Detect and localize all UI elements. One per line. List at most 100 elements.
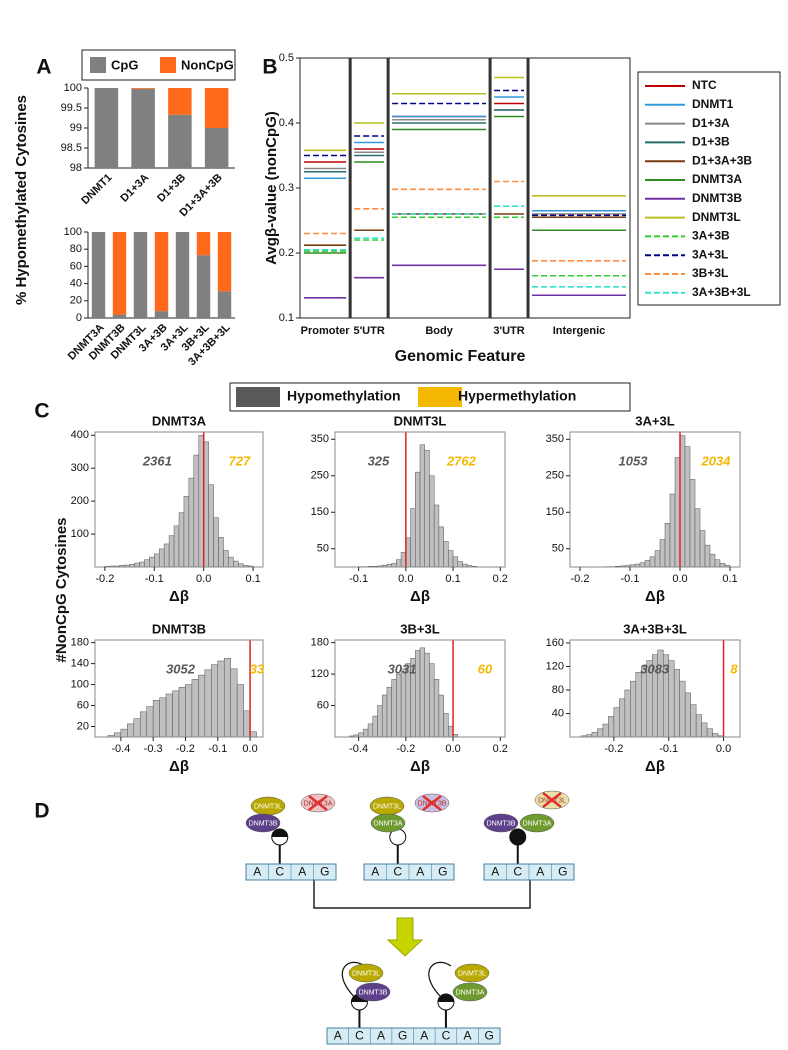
x-tick-label: D1+3B bbox=[155, 172, 188, 205]
x-axis-label: Δβ bbox=[410, 588, 430, 605]
y-tick-label: 250 bbox=[546, 470, 564, 482]
x-tick-label: 0.0 bbox=[196, 573, 211, 585]
y-tick-label: 350 bbox=[311, 433, 329, 445]
x-axis-label: Δβ bbox=[645, 758, 665, 775]
histogram-bar bbox=[127, 723, 135, 737]
histogram-bar bbox=[114, 732, 122, 737]
enzyme bbox=[454, 963, 490, 983]
histogram-bar bbox=[152, 700, 160, 737]
enzyme-label: DNMT3L bbox=[458, 970, 486, 977]
hyper-count: 727 bbox=[229, 453, 251, 468]
histogram-bar bbox=[659, 539, 666, 567]
histogram-bar bbox=[217, 660, 225, 737]
arrow bbox=[386, 917, 424, 957]
histogram-bar bbox=[438, 526, 444, 567]
histogram-bar bbox=[630, 680, 637, 737]
legend-label: NonCpG bbox=[181, 57, 234, 72]
histogram-bar bbox=[613, 707, 620, 737]
base-letter: A bbox=[371, 865, 379, 879]
legend-swatch bbox=[160, 57, 176, 73]
x-axis-label: Δβ bbox=[410, 758, 430, 775]
histogram-bar bbox=[443, 713, 449, 737]
y-tick-label: 350 bbox=[546, 433, 564, 445]
histogram-bar bbox=[204, 669, 212, 737]
histogram-bar bbox=[163, 543, 170, 567]
x-tick-label: 0.1 bbox=[722, 573, 737, 585]
enzyme-label: DNMT3A bbox=[374, 820, 403, 827]
bar-segment bbox=[154, 232, 169, 312]
histogram-bar bbox=[706, 728, 713, 737]
y-tick-label: 60 bbox=[70, 260, 82, 272]
y-tick-label: 100 bbox=[71, 528, 89, 540]
x-tick-label: -0.2 bbox=[604, 743, 623, 755]
bars bbox=[580, 649, 724, 737]
bar-segment bbox=[168, 114, 192, 168]
hypo-count: 325 bbox=[368, 453, 390, 468]
plot-frame bbox=[334, 431, 506, 568]
legend-label: 3A+3B bbox=[692, 229, 730, 243]
bar-segment bbox=[154, 311, 169, 318]
x-tick-label: -0.4 bbox=[349, 743, 368, 755]
x-tick-label: 5'UTR bbox=[353, 325, 384, 337]
histogram-bar bbox=[419, 647, 425, 737]
bar-segment bbox=[131, 88, 155, 89]
legend-label: 3B+3L bbox=[692, 266, 728, 280]
histogram-bar bbox=[149, 556, 155, 567]
enzyme bbox=[245, 813, 281, 833]
histogram-bar bbox=[457, 561, 463, 567]
histogram-bar bbox=[168, 535, 175, 567]
x-tick-label: 0.0 bbox=[398, 573, 413, 585]
histogram-bar bbox=[386, 686, 392, 737]
histogram-bar bbox=[448, 550, 454, 567]
enzyme bbox=[452, 982, 488, 1002]
x-tick-label: DNMT1 bbox=[79, 172, 114, 207]
histogram-bar bbox=[178, 686, 186, 737]
y-tick-label: 80 bbox=[70, 243, 82, 255]
legend-label: Hypomethylation bbox=[287, 388, 401, 404]
histogram-bar bbox=[712, 733, 719, 737]
x-tick-label: -0.1 bbox=[145, 573, 164, 585]
bar-segment bbox=[196, 255, 211, 318]
histogram-bar bbox=[223, 550, 229, 567]
enzyme bbox=[348, 963, 384, 983]
histogram-bar bbox=[624, 689, 631, 737]
histogram-bar bbox=[172, 690, 180, 737]
x-tick-label: 0.0 bbox=[672, 573, 687, 585]
histogram-bar bbox=[639, 562, 646, 567]
histogram-bar bbox=[649, 556, 656, 567]
hypo-count: 3031 bbox=[388, 661, 417, 676]
y-tick-label: 150 bbox=[546, 506, 564, 518]
histogram-bar bbox=[679, 680, 686, 737]
bars bbox=[107, 658, 257, 737]
legend-label: D1+3B bbox=[692, 135, 730, 149]
histogram-bar bbox=[188, 477, 195, 567]
x-tick-label: -0.2 bbox=[176, 743, 195, 755]
y-tick-label: 120 bbox=[546, 660, 564, 672]
y-tick-label: 100 bbox=[64, 82, 82, 94]
x-tick-label: 0.0 bbox=[445, 743, 460, 755]
base-letter: A bbox=[298, 865, 306, 879]
chart-title: DNMT3L bbox=[394, 413, 447, 428]
legend-label: D1+3A bbox=[692, 116, 730, 130]
histogram-bar bbox=[139, 711, 147, 737]
base-letter: G bbox=[558, 865, 567, 879]
base-letter: C bbox=[355, 1029, 364, 1043]
y-tick-label: 50 bbox=[317, 543, 329, 555]
y-tick-label: 80 bbox=[552, 684, 564, 696]
legend-label: DNMT3B bbox=[692, 191, 742, 205]
histogram-bar bbox=[372, 715, 378, 737]
chart-title: 3A+3L bbox=[635, 413, 674, 428]
x-tick-label: Intergenic bbox=[553, 325, 606, 337]
base-letter: G bbox=[398, 1029, 407, 1043]
histogram-bar bbox=[159, 697, 167, 737]
hypo-count: 3083 bbox=[640, 661, 670, 676]
bar-segment bbox=[204, 88, 229, 128]
enzyme bbox=[519, 813, 555, 833]
y-tick-label: 40 bbox=[552, 707, 564, 719]
histogram-bar bbox=[429, 663, 435, 737]
x-tick-label: -0.2 bbox=[95, 573, 114, 585]
hyper-count: 60 bbox=[478, 661, 493, 676]
histogram-bar bbox=[233, 560, 239, 567]
x-tick-label: -0.2 bbox=[571, 573, 590, 585]
base-letter: G bbox=[320, 865, 329, 879]
